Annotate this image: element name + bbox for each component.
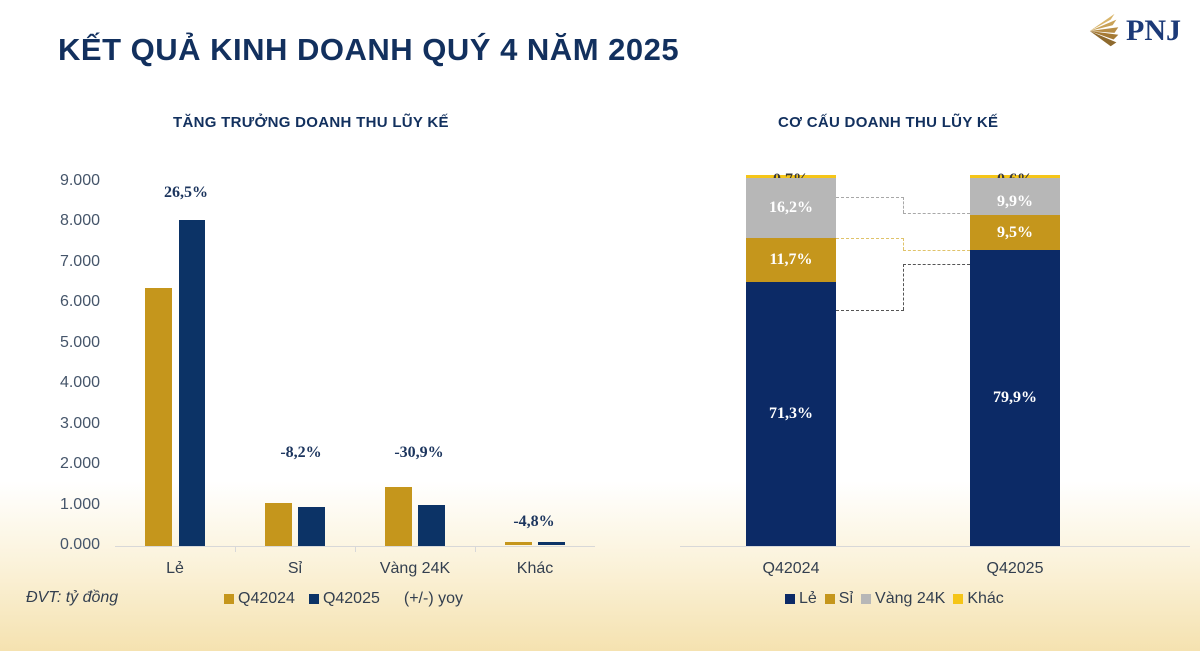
stack-q42025: 0,6% 9,9% 9,5% 79,9% <box>970 171 1060 546</box>
segment-khac <box>746 175 836 178</box>
page-title: KẾT QUẢ KINH DOANH QUÝ 4 NĂM 2025 <box>58 32 680 67</box>
y-tick: 5.000 <box>59 334 100 351</box>
y-tick: 8.000 <box>59 212 100 229</box>
y-tick: 2.000 <box>59 455 100 472</box>
y-tick: 3.000 <box>59 415 100 432</box>
bar-vang24k-q42025 <box>418 505 445 546</box>
axis-separator <box>235 546 236 552</box>
yoy-label-khac: -4,8% <box>513 513 555 530</box>
legend-item-q42025: Q42025 <box>308 590 380 608</box>
legend-label: Vàng 24K <box>875 590 946 607</box>
legend-label: Q42025 <box>322 590 380 607</box>
yoy-label-vang24k: -30,9% <box>394 444 444 461</box>
y-tick: 9.000 <box>59 172 100 189</box>
legend-item-khac: Khác <box>953 590 1004 608</box>
x-axis-line <box>680 546 1190 547</box>
legend-swatch-navy <box>308 594 319 604</box>
stack-q42024: 0,7% 16,2% 11,7% 71,3% <box>746 171 836 546</box>
legend-label: Khác <box>967 590 1004 607</box>
left-legend: Q42024 Q42025 (+/-) yoy <box>224 590 477 608</box>
y-tick: 7.000 <box>59 253 100 270</box>
legend-swatch-gray <box>861 594 872 604</box>
bar-le-q42024 <box>145 288 172 546</box>
axis-separator <box>475 546 476 552</box>
y-tick: 1.000 <box>59 496 100 513</box>
bar-si-q42024 <box>265 503 292 546</box>
yoy-label-si: -8,2% <box>280 444 322 461</box>
legend-swatch-gold <box>824 594 835 604</box>
right-legend: Lẻ Sỉ Vàng 24K Khác <box>785 590 1018 608</box>
x-label-q42024: Q42024 <box>762 560 820 577</box>
x-label-q42025: Q42025 <box>986 560 1044 577</box>
legend-swatch-navy <box>785 594 795 604</box>
legend-item-si: Sỉ <box>824 590 854 608</box>
pnj-logo: PNJ <box>1086 6 1196 56</box>
x-label-si: Sỉ <box>287 560 303 577</box>
segment-khac <box>970 175 1060 178</box>
segment-si: 11,7% <box>746 238 836 282</box>
right-chart-title: CƠ CẤU DOANH THU LŨY KẾ <box>778 114 999 131</box>
segment-si: 9,5% <box>970 215 1060 250</box>
bar-vang24k-q42024 <box>385 487 412 546</box>
x-label-khac: Khác <box>516 560 554 577</box>
legend-label: Lẻ <box>799 590 817 607</box>
legend-item-yoy: (+/-) yoy <box>404 590 463 608</box>
legend-label: Q42024 <box>238 590 295 607</box>
axis-separator <box>355 546 356 552</box>
x-label-vang24k: Vàng 24K <box>379 560 451 577</box>
y-tick: 0.000 <box>59 536 100 553</box>
legend-label: (+/-) yoy <box>403 590 463 607</box>
legend-item-le: Lẻ <box>785 590 817 608</box>
y-tick: 4.000 <box>59 374 100 391</box>
segment-le: 79,9% <box>970 250 1060 546</box>
bar-le-q42025 <box>179 220 205 546</box>
pnj-logo-icon <box>1089 13 1119 47</box>
unit-label: ĐVT: tỷ đồng <box>26 589 119 606</box>
legend-swatch-yellow <box>953 594 964 604</box>
left-chart-title: TĂNG TRƯỞNG DOANH THU LŨY KẾ <box>173 114 449 131</box>
segment-vang24k: 9,9% <box>970 178 1060 215</box>
legend-swatch-gold <box>224 594 234 604</box>
y-tick: 6.000 <box>59 293 100 310</box>
segment-le: 71,3% <box>746 282 836 546</box>
logo-text: PNJ <box>1126 14 1181 47</box>
legend-item-q42024: Q42024 <box>224 590 295 608</box>
legend-item-vang24k: Vàng 24K <box>861 590 945 608</box>
bar-si-q42025 <box>298 507 325 546</box>
yoy-label-le: 26,5% <box>164 184 208 201</box>
bar-khac-q42024 <box>505 542 532 545</box>
bar-khac-q42025 <box>538 542 565 545</box>
x-label-le: Lẻ <box>166 560 184 577</box>
legend-label: Sỉ <box>838 590 854 607</box>
segment-vang24k: 16,2% <box>746 178 836 238</box>
